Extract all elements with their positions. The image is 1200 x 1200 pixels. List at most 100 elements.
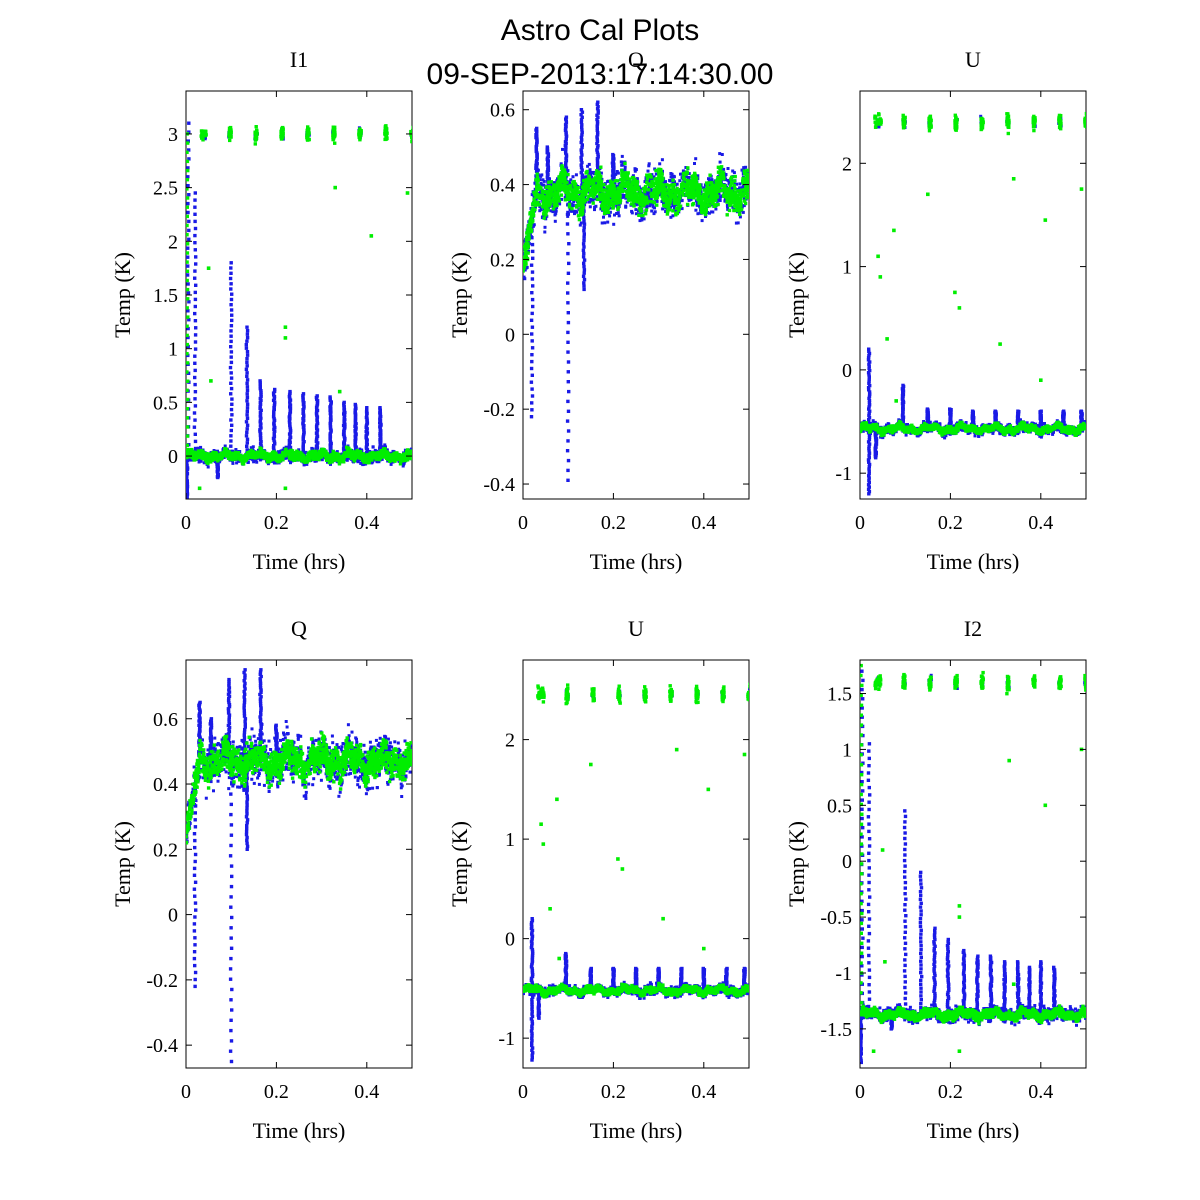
series-b-point bbox=[379, 455, 384, 459]
series-b-point bbox=[348, 450, 352, 454]
series-a-spike-point bbox=[301, 402, 306, 407]
series-a-point bbox=[700, 219, 704, 223]
series-b-spike-point bbox=[186, 178, 190, 182]
series-a-point bbox=[718, 160, 722, 164]
series-b-point bbox=[335, 455, 340, 459]
series-b-point bbox=[384, 454, 388, 459]
series-a-spike-point bbox=[258, 387, 262, 391]
series-a-point bbox=[578, 223, 582, 227]
series-a-spike-point bbox=[186, 255, 190, 259]
series-a-spike-point bbox=[301, 416, 305, 421]
series-a-spike-point bbox=[244, 434, 249, 438]
series-a-point bbox=[595, 195, 599, 199]
series-a-spike-point bbox=[187, 157, 191, 161]
series-b-outlier-point bbox=[283, 486, 288, 491]
series-a-point bbox=[621, 193, 625, 197]
series-a-point bbox=[234, 448, 238, 451]
series-a-point bbox=[740, 168, 744, 172]
series-a-spike-point bbox=[193, 269, 197, 273]
series-b-spike-point bbox=[186, 150, 189, 154]
series-a-point bbox=[206, 465, 210, 469]
series-b-point bbox=[233, 457, 238, 461]
series-a-spike-point bbox=[258, 412, 263, 416]
series-a-point bbox=[380, 457, 384, 461]
series-b-point bbox=[286, 450, 291, 454]
series-a-point bbox=[680, 199, 684, 203]
series-b-point bbox=[191, 452, 195, 456]
series-a-point bbox=[598, 190, 602, 194]
series-b-point bbox=[346, 446, 350, 450]
series-a-spike-point bbox=[329, 418, 333, 422]
series-a-spike-point bbox=[258, 383, 262, 387]
series-b-point bbox=[353, 452, 358, 456]
series-a-spike-point bbox=[302, 427, 306, 431]
series-a-spike-point bbox=[186, 353, 190, 358]
y-axis-label: Temp (K) bbox=[110, 252, 135, 338]
series-a-point bbox=[329, 462, 332, 466]
series-a-point bbox=[660, 200, 664, 203]
series-b-cal-point bbox=[201, 138, 205, 142]
series-a-point bbox=[621, 163, 625, 167]
series-b-point bbox=[229, 455, 233, 459]
series-b-cal-point bbox=[358, 136, 362, 140]
series-b-cal-point bbox=[281, 129, 285, 133]
series-a-spike-point bbox=[301, 420, 305, 424]
series-b-cal-point bbox=[384, 134, 388, 138]
series-b-cal-point bbox=[358, 138, 362, 142]
series-a-spike-point bbox=[193, 333, 198, 337]
series-a-spike-point bbox=[342, 400, 346, 405]
series-a-spike-point bbox=[245, 371, 249, 375]
series-a-spike-point bbox=[272, 413, 276, 417]
y-tick-label: 1 bbox=[168, 339, 178, 361]
series-b-cal-point bbox=[227, 126, 232, 130]
series-a-point bbox=[593, 208, 596, 212]
series-b-point bbox=[318, 450, 322, 454]
series-b-outlier-point bbox=[197, 486, 202, 491]
series-b-cal-point bbox=[253, 130, 257, 134]
series-a-point bbox=[297, 448, 301, 452]
series-b-point bbox=[208, 460, 213, 464]
series-b-point bbox=[256, 455, 260, 459]
series-a-spike-point bbox=[315, 397, 319, 401]
series-a-spike-point bbox=[329, 415, 333, 419]
series-a-spike-point bbox=[192, 411, 197, 415]
series-b-point bbox=[391, 458, 395, 462]
series-b-spike-point bbox=[186, 388, 189, 392]
series-a-point bbox=[302, 463, 306, 467]
series-a-point bbox=[642, 217, 646, 221]
series-a-point bbox=[569, 178, 573, 182]
series-b-outlier-point bbox=[333, 185, 337, 190]
series-b-point bbox=[387, 453, 391, 457]
series-a-spike-point bbox=[245, 336, 250, 340]
series-a-spike-point bbox=[193, 375, 197, 380]
series-b-point bbox=[391, 452, 395, 457]
series-a-point bbox=[313, 459, 317, 463]
series-b-cal-point bbox=[254, 132, 258, 137]
series-a-spike-point bbox=[229, 386, 234, 391]
series-b-point bbox=[367, 456, 371, 460]
series-a-point bbox=[660, 158, 664, 162]
series-a-point bbox=[359, 461, 363, 465]
series-a-point bbox=[724, 173, 728, 176]
series-a-point bbox=[569, 209, 573, 213]
series-a-spike-point bbox=[272, 422, 276, 426]
series-b-point bbox=[197, 453, 201, 457]
series-a-point bbox=[698, 205, 702, 209]
series-b-spike-point bbox=[186, 196, 190, 200]
series-a-point bbox=[649, 189, 653, 193]
series-b-outlier-point bbox=[283, 336, 288, 340]
series-a-point bbox=[653, 210, 657, 214]
series-a-spike-point bbox=[328, 397, 332, 401]
series-a-spike-point bbox=[245, 409, 249, 413]
series-a-point bbox=[199, 459, 203, 463]
series-a-point bbox=[612, 222, 616, 226]
series-b-spike-point bbox=[186, 278, 189, 283]
series-b-point bbox=[330, 454, 334, 459]
series-a-spike-point bbox=[245, 430, 249, 434]
series-a-spike-point bbox=[272, 407, 276, 412]
series-b-spike-point bbox=[186, 223, 189, 228]
series-a-point bbox=[391, 449, 395, 453]
series-a-point bbox=[599, 199, 603, 203]
series-a-point bbox=[650, 209, 654, 213]
series-b-point bbox=[226, 454, 231, 458]
